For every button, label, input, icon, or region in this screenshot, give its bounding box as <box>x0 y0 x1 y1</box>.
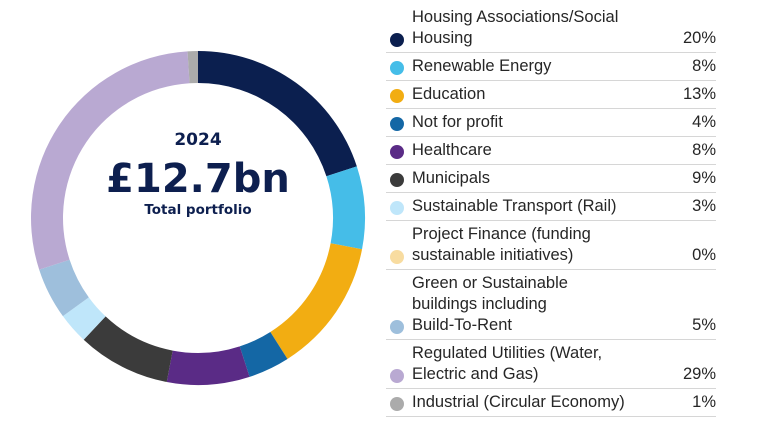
legend-percent: 9% <box>692 169 716 187</box>
donut-slice <box>187 51 198 84</box>
legend-item: Housing Associations/Social Housing 20% <box>386 4 716 53</box>
legend-label: Renewable Energy <box>412 57 552 75</box>
legend-item: Industrial (Circular Economy) 1% <box>386 389 716 417</box>
legend-item: Municipals 9% <box>386 165 716 193</box>
legend-percent: 0% <box>692 246 716 264</box>
legend-item: Sustainable Transport (Rail) 3% <box>386 193 716 221</box>
legend-swatch <box>390 397 404 411</box>
legend-percent: 29% <box>682 365 716 383</box>
legend-label: Not for profit <box>412 113 503 131</box>
legend-swatch <box>390 117 404 131</box>
donut-slice <box>198 51 357 177</box>
legend-label: Industrial (Circular Economy) <box>412 393 625 411</box>
legend-percent: 20% <box>682 29 716 47</box>
legend-percent: 8% <box>692 57 716 75</box>
legend-swatch <box>390 61 404 75</box>
legend-label: Healthcare <box>412 141 492 159</box>
legend-label: Project Finance (funding sustainable init… <box>412 225 591 264</box>
legend-label: Sustainable Transport (Rail) <box>412 197 617 215</box>
legend-label: Municipals <box>412 169 490 187</box>
legend-percent: 4% <box>692 113 716 131</box>
legend-item: Green or Sustainable buildings including B… <box>386 270 716 340</box>
donut-chart: 2024 £12.7bn Total portfolio <box>30 51 366 386</box>
legend-label: Housing Associations/Social Housing <box>412 8 619 47</box>
legend-percent: 13% <box>682 85 716 103</box>
chart-legend: Housing Associations/Social Housing 20% Ren… <box>386 4 716 417</box>
legend-item: Education 13% <box>386 81 716 109</box>
donut-slice <box>326 166 366 250</box>
donut-slice <box>239 331 288 377</box>
legend-swatch <box>390 369 404 383</box>
center-caption: Total portfolio <box>144 202 251 218</box>
legend-percent: 3% <box>692 197 716 215</box>
legend-label: Education <box>412 85 486 103</box>
donut-slice <box>39 259 89 317</box>
donut-slices <box>30 51 366 386</box>
donut-slice <box>166 346 250 386</box>
legend-swatch <box>390 320 404 334</box>
legend-percent: 8% <box>692 141 716 159</box>
legend-swatch <box>390 173 404 187</box>
legend-item: Renewable Energy 8% <box>386 53 716 81</box>
legend-item: Project Finance (funding sustainable init… <box>386 221 716 270</box>
legend-item: Regulated Utilities (Water, Electric and … <box>386 340 716 389</box>
legend-item: Healthcare 8% <box>386 137 716 165</box>
legend-label: Regulated Utilities (Water, Electric and … <box>412 344 603 383</box>
legend-swatch <box>390 145 404 159</box>
legend-percent: 1% <box>692 393 716 411</box>
donut-slice <box>30 51 190 270</box>
legend-label: Green or Sustainable buildings including B… <box>412 274 568 334</box>
legend-percent: 5% <box>692 316 716 334</box>
legend-swatch <box>390 33 404 47</box>
center-amount: £12.7bn <box>106 156 290 202</box>
donut-slice <box>83 316 173 383</box>
center-year: 2024 <box>174 130 221 150</box>
legend-swatch <box>390 89 404 103</box>
legend-item: Not for profit 4% <box>386 109 716 137</box>
legend-swatch <box>390 201 404 215</box>
donut-slice <box>62 297 106 340</box>
legend-swatch <box>390 250 404 264</box>
donut-slice <box>270 243 363 360</box>
